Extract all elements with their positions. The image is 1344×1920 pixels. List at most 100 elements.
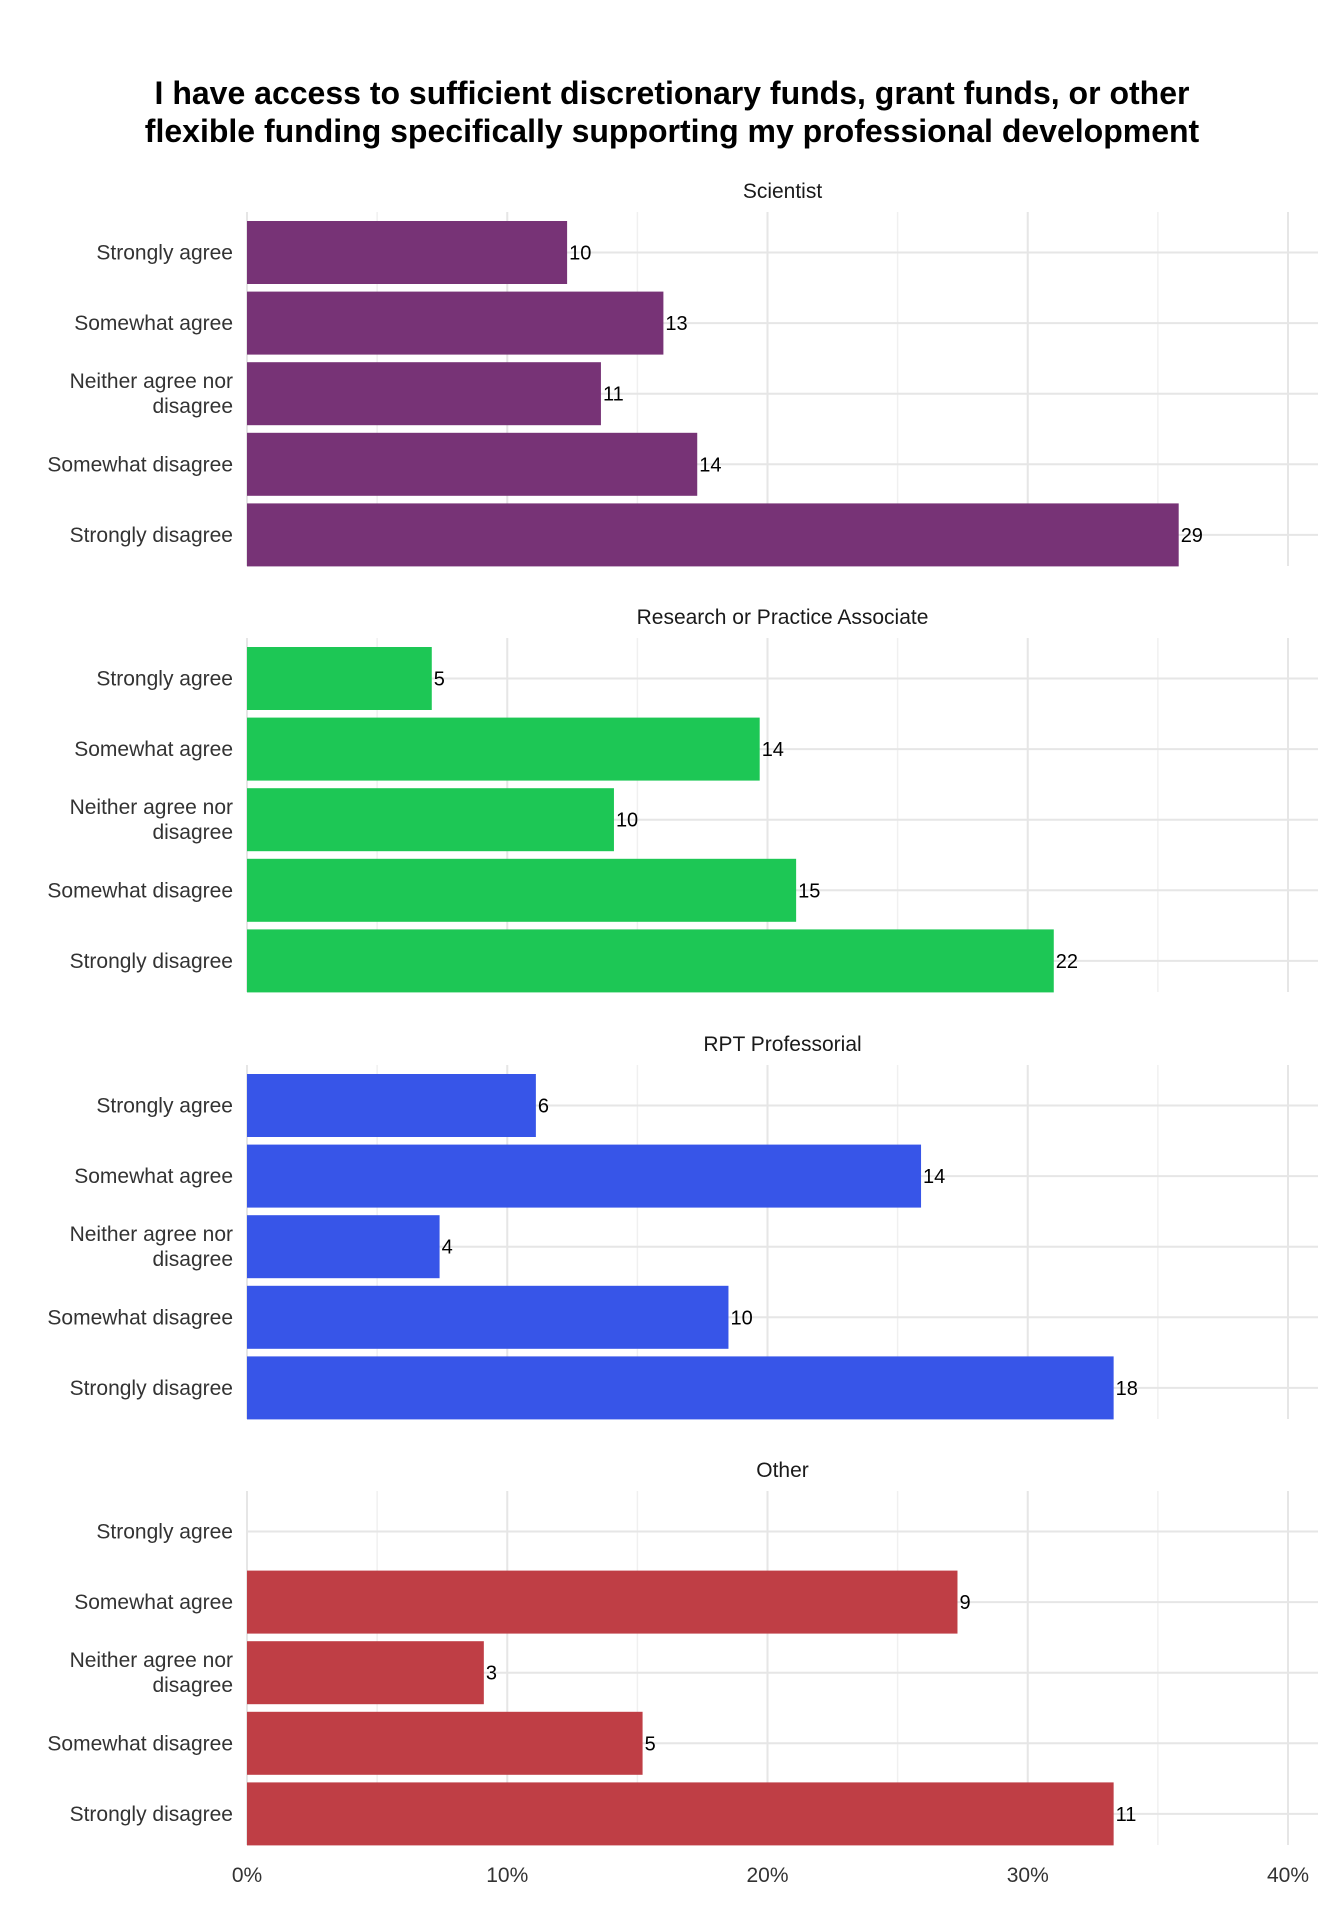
bar xyxy=(247,1641,484,1705)
category-label: Neither agree nor disagree xyxy=(70,1223,233,1271)
bar xyxy=(247,788,614,852)
bar-value-label: 14 xyxy=(762,739,784,761)
bar xyxy=(247,291,664,355)
category-label-line: Somewhat disagree xyxy=(47,453,233,476)
facet-label: Other xyxy=(756,1459,809,1482)
category-label-line: Strongly agree xyxy=(96,1521,233,1544)
bar-value-label: 14 xyxy=(699,454,721,476)
bar xyxy=(247,858,797,922)
category-label-line: Somewhat agree xyxy=(74,312,233,335)
chart-title-line: I have access to sufficient discretionar… xyxy=(155,75,1190,111)
bar xyxy=(247,1356,1114,1420)
bar-value-label: 29 xyxy=(1181,525,1203,547)
category-label: Somewhat disagree xyxy=(47,879,233,902)
category-label-line: Strongly disagree xyxy=(70,524,233,547)
category-label-line: Neither agree nor xyxy=(70,796,233,819)
category-label-line: Somewhat agree xyxy=(74,1591,233,1614)
bar-value-label: 6 xyxy=(538,1096,549,1118)
bar-value-label: 18 xyxy=(1116,1378,1138,1400)
bar xyxy=(247,1074,536,1137)
bar xyxy=(247,1285,729,1349)
facet-label: RPT Professorial xyxy=(703,1033,861,1056)
x-tick-label: 40% xyxy=(1267,1864,1309,1887)
bar-value-label: 10 xyxy=(616,810,638,832)
category-label: Strongly agree xyxy=(96,1521,233,1544)
category-label-line: Somewhat agree xyxy=(74,1165,233,1188)
category-label: Strongly agree xyxy=(96,668,233,691)
bar-value-label: 15 xyxy=(798,880,820,902)
category-label-line: Strongly disagree xyxy=(70,950,233,973)
category-label: Somewhat agree xyxy=(74,1165,233,1188)
category-label-line: Strongly agree xyxy=(96,1095,233,1118)
category-label-line: Somewhat agree xyxy=(74,738,233,761)
category-label: Strongly disagree xyxy=(70,524,233,547)
bar-value-label: 3 xyxy=(486,1663,497,1685)
bar xyxy=(247,221,568,284)
facet-panel: Scientist Strongly agree Somewhat agree Nei… xyxy=(47,180,1318,567)
category-label-line: Neither agree nor xyxy=(70,1223,233,1246)
bar-value-label: 11 xyxy=(1116,1804,1137,1826)
category-label-line: Strongly disagree xyxy=(70,1377,233,1400)
x-tick-label: 20% xyxy=(746,1864,788,1887)
bar xyxy=(247,1144,922,1208)
bar xyxy=(247,717,760,781)
bar xyxy=(247,362,601,426)
category-label-line: disagree xyxy=(152,1248,233,1271)
category-label-line: disagree xyxy=(152,821,233,844)
category-label: Strongly disagree xyxy=(70,950,233,973)
x-tick-label: 30% xyxy=(1007,1864,1049,1887)
bar-value-label: 14 xyxy=(923,1166,945,1188)
bar-value-label: 22 xyxy=(1056,951,1078,973)
bar-value-label: 4 xyxy=(442,1237,453,1259)
chart-title: I have access to sufficient discretionar… xyxy=(145,75,1200,149)
bar-value-label: 10 xyxy=(730,1307,752,1329)
bar xyxy=(247,1570,958,1634)
category-label-line: Somewhat disagree xyxy=(47,1306,233,1329)
bar-value-label: 9 xyxy=(959,1592,970,1614)
x-tick-label: 0% xyxy=(232,1864,262,1887)
bar xyxy=(247,1711,643,1775)
category-label-line: Neither agree nor xyxy=(70,1649,233,1672)
bar xyxy=(247,929,1054,993)
category-label: Neither agree nor disagree xyxy=(70,796,233,844)
facet-panel: Research or Practice Associate Strongly a… xyxy=(47,606,1318,993)
x-tick-label: 10% xyxy=(486,1864,528,1887)
category-label: Strongly agree xyxy=(96,242,233,265)
category-label-line: Neither agree nor xyxy=(70,370,233,393)
category-label: Somewhat agree xyxy=(74,312,233,335)
bar-value-label: 5 xyxy=(645,1733,656,1755)
bar xyxy=(247,647,432,710)
bar xyxy=(247,432,698,496)
facet-panel: RPT Professorial Strongly agree Somewhat a… xyxy=(47,1033,1318,1420)
facet-label: Scientist xyxy=(743,180,823,203)
category-label: Strongly agree xyxy=(96,1095,233,1118)
bar-value-label: 11 xyxy=(603,384,624,406)
category-label: Somewhat disagree xyxy=(47,1732,233,1755)
category-label-line: Somewhat disagree xyxy=(47,1732,233,1755)
category-label: Somewhat disagree xyxy=(47,453,233,476)
category-label: Strongly disagree xyxy=(70,1803,233,1826)
category-label-line: disagree xyxy=(152,395,233,418)
facet-label: Research or Practice Associate xyxy=(637,606,929,629)
bar xyxy=(247,1215,440,1279)
bar xyxy=(247,1782,1114,1846)
category-label: Neither agree nor disagree xyxy=(70,1649,233,1697)
category-label-line: Somewhat disagree xyxy=(47,879,233,902)
category-label: Somewhat agree xyxy=(74,738,233,761)
category-label: Strongly disagree xyxy=(70,1377,233,1400)
bar xyxy=(247,503,1179,567)
category-label-line: Strongly agree xyxy=(96,668,233,691)
chart-title-line: flexible funding specifically supporting… xyxy=(145,113,1200,149)
category-label: Somewhat agree xyxy=(74,1591,233,1614)
bar-value-label: 5 xyxy=(434,669,445,691)
category-label-line: disagree xyxy=(152,1674,233,1697)
category-label: Neither agree nor disagree xyxy=(70,370,233,418)
bar-value-label: 10 xyxy=(569,243,591,265)
category-label-line: Strongly disagree xyxy=(70,1803,233,1826)
facet-panel: Other Strongly agree Somewhat agree Neither… xyxy=(47,1459,1318,1846)
category-label: Somewhat disagree xyxy=(47,1306,233,1329)
category-label-line: Strongly agree xyxy=(96,242,233,265)
bar-value-label: 13 xyxy=(665,313,687,335)
